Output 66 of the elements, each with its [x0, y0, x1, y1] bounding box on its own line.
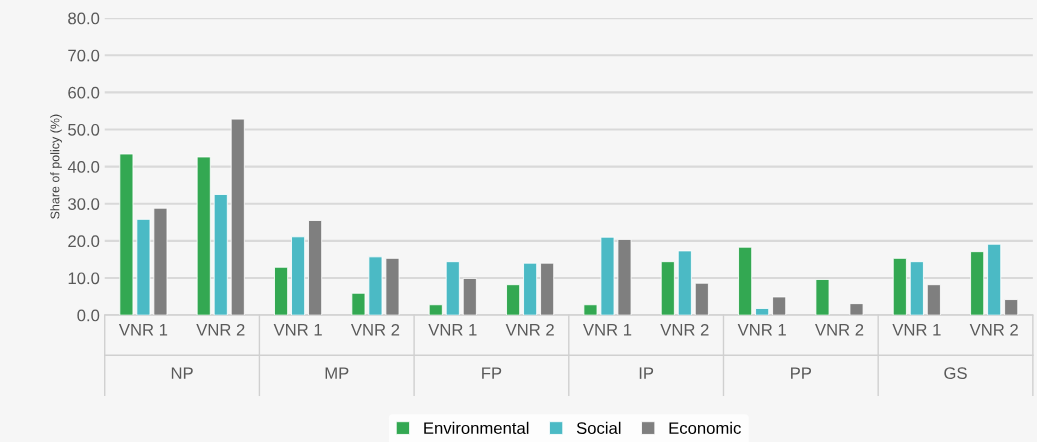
x-tick-label: VNR 2 — [660, 323, 709, 336]
text: NP — [171, 367, 193, 379]
bar — [987, 243, 1002, 316]
legend-label: Social — [576, 421, 621, 435]
bar — [660, 261, 675, 316]
bar — [970, 251, 985, 316]
y-tick-label: 60.0 — [68, 86, 100, 99]
text: PP — [791, 367, 812, 379]
x-tick-label: VNR 1 — [118, 324, 168, 336]
y-tick-label: 20.0 — [68, 235, 100, 248]
bar — [506, 284, 521, 316]
x-tick-label: VNR 1 — [737, 324, 786, 336]
y-axis-title: Share of policy (%) — [50, 114, 62, 219]
bar — [428, 304, 443, 316]
x-tick-label: VNR 1 — [892, 324, 941, 336]
y-tick-label: 40.0 — [67, 161, 100, 173]
bar — [892, 257, 907, 316]
y-tick-label: 70.0 — [68, 49, 100, 62]
text: GS — [944, 367, 967, 380]
bar — [119, 153, 134, 316]
bar — [153, 207, 168, 316]
bar — [351, 292, 366, 316]
x-tick-label: VNR 2 — [196, 323, 245, 336]
bar — [677, 250, 692, 316]
text: FP — [482, 367, 502, 379]
y-tick-label: 10.0 — [68, 272, 100, 285]
bar — [308, 220, 323, 316]
bar — [909, 261, 924, 316]
legend-label: Economic — [669, 421, 741, 435]
bar — [462, 277, 477, 316]
bar — [772, 296, 787, 316]
x-tick-label: VNR 2 — [815, 323, 864, 336]
bar — [291, 236, 306, 316]
bar — [274, 266, 289, 316]
bar — [583, 304, 598, 316]
y-tick-label: 30.0 — [68, 198, 100, 210]
bar — [368, 256, 383, 316]
x-tick-label: VNR 2 — [969, 323, 1018, 336]
text: IP — [639, 367, 654, 379]
x-tick-label: VNR 1 — [582, 324, 632, 336]
bar — [815, 279, 830, 316]
bar — [738, 246, 753, 316]
x-tick-label: VNR 2 — [505, 323, 554, 336]
bar — [1004, 299, 1019, 316]
bar — [540, 262, 555, 316]
text: MP — [325, 367, 349, 379]
y-tick-label: 80.0 — [68, 12, 100, 25]
bar — [230, 118, 245, 316]
bar — [926, 284, 941, 316]
x-tick-label: VNR 1 — [273, 324, 322, 336]
bar — [136, 218, 151, 316]
bar — [600, 236, 615, 316]
bar — [617, 238, 632, 316]
bar — [755, 308, 770, 316]
legend-label: Environmental — [424, 421, 529, 435]
bar — [385, 257, 400, 316]
bar — [213, 194, 228, 316]
y-tick-label: 50.0 — [68, 123, 100, 136]
bar — [523, 262, 538, 316]
bar — [445, 261, 460, 316]
bar — [196, 156, 211, 316]
y-tick-label: 0.0 — [77, 309, 100, 322]
bar — [694, 282, 709, 316]
x-tick-label: VNR 2 — [350, 323, 400, 336]
x-tick-label: VNR 1 — [428, 324, 477, 336]
bar — [849, 303, 864, 316]
